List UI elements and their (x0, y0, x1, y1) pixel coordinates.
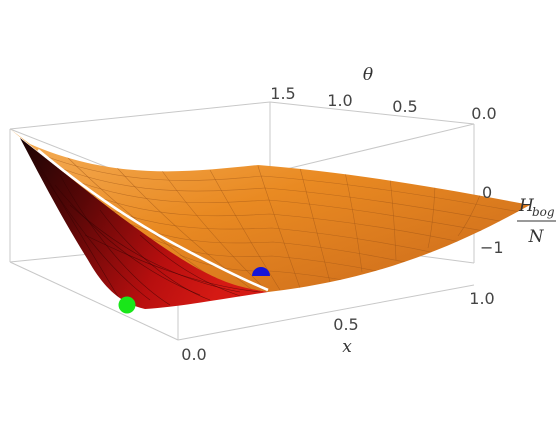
x-label: x (342, 337, 352, 357)
z-tick: −1 (480, 238, 504, 257)
z-axis: 0 −1 H bog N (480, 183, 556, 257)
green-point (118, 296, 136, 314)
theta-axis: 1.5 1.0 0.5 0.0 θ (270, 65, 496, 123)
surface-top (10, 129, 530, 292)
theta-tick: 1.0 (327, 91, 352, 110)
underside-mesh (29, 149, 261, 306)
box-edge (269, 101, 475, 125)
theta-tick: 1.5 (270, 84, 295, 103)
surface-underside (20, 138, 268, 309)
x-tick: 0.5 (333, 315, 358, 334)
x-tick: 0.0 (181, 345, 206, 364)
box-edge (177, 284, 475, 341)
z-label-numerator: H (518, 196, 535, 216)
blue-point (252, 267, 270, 276)
x-tick: 1.0 (469, 289, 494, 308)
z-label-subscript: bog (532, 205, 555, 219)
box-edge (9, 101, 271, 130)
z-tick: 0 (482, 183, 492, 202)
box-edge (9, 261, 179, 341)
x-axis: 0.0 0.5 1.0 x (181, 289, 494, 364)
z-label: H bog N (517, 196, 556, 247)
theta-tick: 0.0 (471, 104, 496, 123)
theta-tick: 0.5 (392, 97, 417, 116)
theta-label: θ (363, 65, 373, 85)
z-label-denominator: N (528, 227, 545, 247)
crease-line (37, 149, 269, 292)
